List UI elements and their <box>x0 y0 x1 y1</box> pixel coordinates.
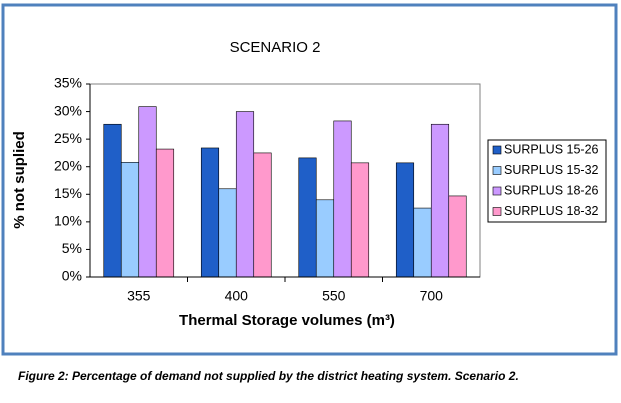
y-tick-label: 20% <box>54 157 82 173</box>
x-tick-label: 400 <box>225 288 249 304</box>
bar <box>120 162 140 278</box>
bar <box>395 162 415 278</box>
bar <box>138 106 157 278</box>
y-tick-label: 15% <box>54 185 82 201</box>
legend-swatch <box>492 207 502 216</box>
bar <box>333 120 352 278</box>
y-tick-label: 25% <box>54 130 82 146</box>
x-tick-label: 700 <box>420 288 444 304</box>
bar <box>253 152 272 278</box>
bar <box>448 195 467 278</box>
bar <box>315 199 335 278</box>
legend-label: SURPLUS 15-32 <box>504 163 599 177</box>
caption: Figure 2: Percentage of demand not suppl… <box>18 369 519 383</box>
legend-swatch <box>492 145 502 155</box>
bar <box>298 157 317 278</box>
legend-swatch <box>492 186 502 196</box>
y-tick-label: 0% <box>62 268 82 284</box>
legend-label: SURPLUS 18-26 <box>504 183 599 197</box>
y-tick-label: 30% <box>54 102 82 118</box>
x-tick-label: 550 <box>322 288 346 304</box>
bar <box>103 123 122 278</box>
x-tick-label: 355 <box>127 288 151 304</box>
legend <box>487 139 607 223</box>
y-tick-label: 35% <box>54 75 82 91</box>
bar <box>200 147 220 278</box>
bar <box>430 123 450 278</box>
bar <box>155 148 175 278</box>
legend-label: SURPLUS 15-26 <box>504 142 599 156</box>
x-axis-label: Thermal Storage volumes (m³) <box>179 312 395 329</box>
bar <box>350 162 370 278</box>
legend-swatch <box>492 166 502 175</box>
chart-title: SCENARIO 2 <box>230 39 321 56</box>
bar <box>218 188 237 278</box>
bar <box>413 207 432 278</box>
bar <box>235 111 255 278</box>
legend-label: SURPLUS 18-32 <box>504 204 599 218</box>
y-axis-label: % not suplied <box>11 131 28 229</box>
y-tick-label: 10% <box>54 213 82 229</box>
y-tick-label: 5% <box>62 240 82 256</box>
